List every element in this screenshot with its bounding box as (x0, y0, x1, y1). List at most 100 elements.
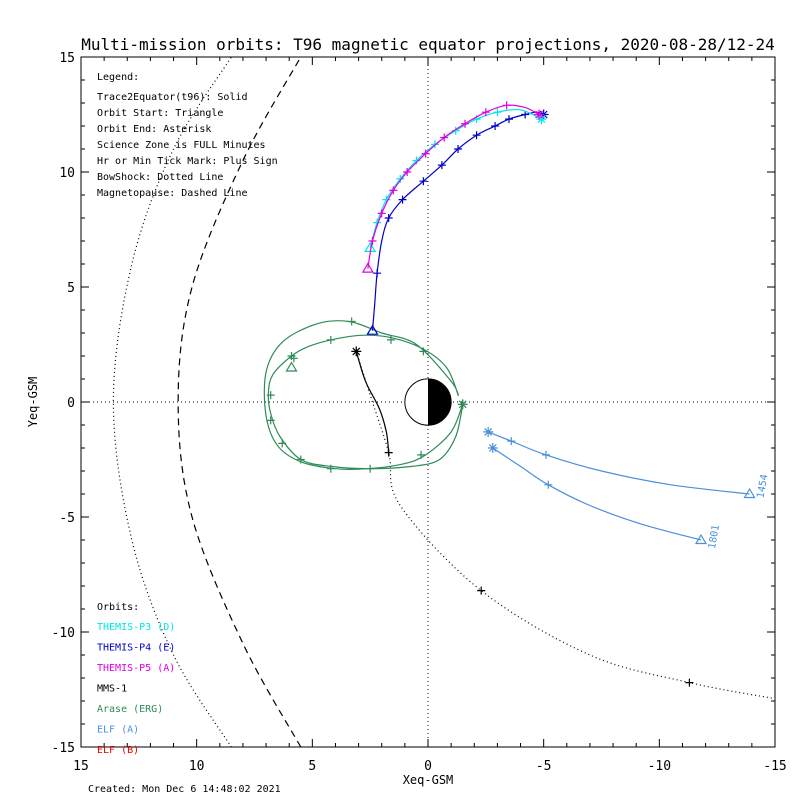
y-tick-label: 5 (67, 281, 75, 296)
legend-line: Trace2Equator(t96): Solid (97, 92, 248, 103)
series-7 (483, 426, 756, 499)
tick-mark (384, 214, 393, 222)
series-1 (355, 351, 390, 453)
orbit-start-marker (366, 324, 379, 335)
orbit-end-marker (534, 109, 545, 120)
orbit-time-label: 1454 (756, 473, 771, 499)
tick-mark (368, 237, 377, 245)
tick-mark (326, 464, 335, 473)
orbit-legend-entry: Arase (ERG) (97, 704, 163, 715)
orbit-legend-entry: ELF (B) (97, 745, 139, 756)
tick-mark (287, 352, 296, 360)
tick-mark (419, 177, 428, 186)
tick-mark (398, 195, 407, 204)
orbit-legend-entry: THEMIS-P4 (E) (97, 643, 175, 654)
tick-mark (386, 335, 395, 344)
x-tick-label: 10 (189, 759, 205, 774)
orbit-end-marker (483, 426, 494, 437)
tick-mark (481, 108, 490, 117)
x-tick-label: -10 (648, 759, 671, 774)
tick-mark (440, 133, 449, 142)
y-tick-label: 15 (59, 51, 75, 66)
tick-mark (326, 335, 335, 344)
tick-mark (419, 347, 428, 356)
tick-mark (389, 186, 398, 195)
tick-mark (472, 131, 481, 140)
series-line (492, 447, 702, 541)
tick-mark (377, 209, 386, 218)
orbit-end-marker (457, 399, 468, 410)
orbit-legend-entry: THEMIS-P3 (D) (97, 622, 175, 633)
tick-mark (421, 149, 430, 158)
orbit-end-marker (536, 114, 547, 125)
tick-mark (396, 174, 405, 183)
legend-heading: Legend: (97, 72, 139, 83)
orbit-time-label: 1801 (707, 524, 722, 550)
x-tick-label: -5 (536, 759, 552, 774)
tick-mark (502, 101, 511, 110)
orbit-start-marker (285, 361, 298, 372)
orbit-start-marker (743, 487, 756, 499)
legend-box: Legend: Trace2Equator(t96): Solid Orbit … (97, 72, 278, 199)
bowshock-curve (112, 57, 232, 747)
series-line (263, 320, 464, 471)
legend-line: Science Zone is FULL Minutes (97, 140, 266, 151)
tick-mark (454, 145, 463, 153)
series-2 (263, 317, 468, 473)
orbit-legend-entry: THEMIS-P5 (A) (97, 663, 175, 674)
tick-mark (541, 450, 550, 459)
series-line (371, 111, 544, 331)
tick-mark (507, 437, 516, 446)
axis-ticks: 15 10 5 0 -5 -10 -15 -15 -10 -5 0 5 10 15 (52, 51, 787, 774)
earth-symbol (404, 378, 452, 426)
chart-title: Multi-mission orbits: T96 magnetic equat… (81, 35, 775, 54)
orbit-end-marker (487, 443, 498, 453)
y-tick-label: -10 (52, 626, 75, 641)
x-tick-label: 15 (73, 759, 89, 774)
tick-mark (296, 455, 305, 464)
legend-line: Magnetopause: Dashed Line (97, 188, 248, 199)
x-tick-label: 5 (308, 759, 316, 774)
y-tick-label: 0 (67, 396, 75, 411)
orbit-series (263, 101, 775, 700)
orbits-heading: Orbits: (97, 602, 139, 613)
y-axis-label: Yeq-GSM (26, 377, 40, 428)
tick-mark (493, 108, 502, 117)
y-tick-label: 10 (59, 166, 75, 181)
tick-mark (266, 391, 275, 400)
series-6 (487, 443, 708, 545)
series-3 (366, 109, 549, 335)
tick-mark (437, 161, 446, 170)
tick-mark (347, 317, 356, 326)
y-tick-label: -15 (52, 741, 75, 756)
tick-mark (366, 464, 375, 473)
tick-mark (477, 586, 486, 595)
orbit-legend-entry: ELF (A) (97, 725, 139, 736)
tick-mark (544, 480, 553, 489)
x-tick-label: -15 (763, 759, 786, 774)
x-tick-label: 0 (424, 759, 432, 774)
created-timestamp: Created: Mon Dec 6 14:48:02 2021 (88, 784, 281, 795)
tick-mark (417, 450, 426, 459)
tick-mark (491, 122, 500, 130)
tick-mark (278, 439, 287, 448)
legend-line: Hr or Min Tick Mark: Plus Sign (97, 156, 278, 167)
orbit-start-marker (361, 262, 374, 273)
x-axis-label: Xeq-GSM (403, 773, 454, 787)
tick-mark (685, 678, 694, 687)
tick-mark (403, 168, 412, 176)
tick-mark (373, 269, 382, 278)
tick-mark (461, 119, 470, 128)
legend-line: BowShock: Dotted Line (97, 172, 223, 183)
orbit-start-marker (694, 533, 708, 545)
series-line (355, 351, 390, 453)
series-5 (361, 101, 545, 273)
tick-mark (266, 416, 275, 425)
boundary-curves (112, 57, 302, 747)
orbit-legend: Orbits: THEMIS-P3 (D) THEMIS-P4 (E) THEMIS… (97, 602, 175, 756)
series-line (487, 431, 750, 495)
earth-night-side (428, 378, 452, 426)
annotations: 1801 1454 (707, 473, 771, 549)
y-tick-label: -5 (59, 511, 75, 526)
